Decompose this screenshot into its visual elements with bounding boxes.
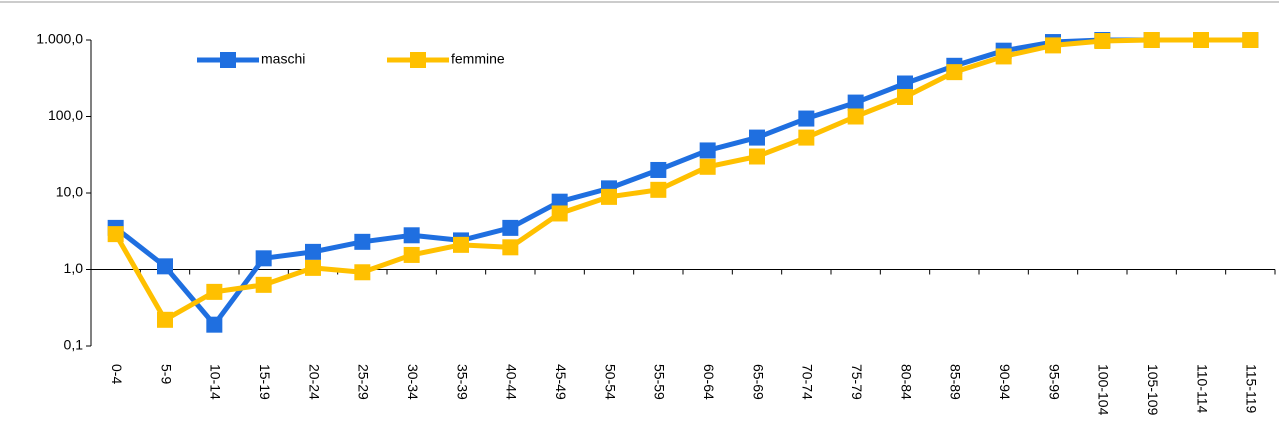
point [601, 188, 617, 205]
point [897, 88, 913, 105]
point [206, 316, 223, 333]
x-tick-label: 0-4 [109, 364, 125, 384]
point [107, 226, 124, 243]
point [206, 283, 223, 300]
x-tick-label: 95-99 [1046, 364, 1062, 400]
point [1094, 33, 1111, 50]
x-tick-label: 10-14 [208, 364, 224, 400]
x-tick-label: 30-34 [405, 364, 421, 400]
x-tick-label: 45-49 [553, 364, 569, 400]
x-tick-label: 110-114 [1194, 364, 1210, 414]
point [157, 311, 173, 328]
point [847, 108, 864, 125]
x-tick-label: 80-84 [898, 364, 914, 400]
y-tick-label: 1,0 [64, 260, 84, 276]
point [354, 233, 371, 250]
point [354, 264, 371, 281]
point [897, 75, 913, 92]
x-tick-label: 60-64 [701, 364, 717, 400]
x-tick-label: 50-54 [602, 364, 618, 400]
point [650, 181, 667, 198]
point [157, 258, 173, 275]
point [453, 236, 469, 253]
point [551, 205, 568, 222]
x-tick-label: 15-19 [257, 364, 273, 400]
point [847, 94, 864, 111]
point [502, 219, 519, 236]
y-tick-label: 0,1 [64, 337, 84, 353]
point [749, 129, 765, 146]
x-tick-label: 55-59 [652, 364, 668, 400]
point [255, 276, 272, 293]
x-tick-label: 70-74 [800, 364, 816, 400]
y-tick-label: 100,0 [48, 107, 83, 123]
point [1193, 32, 1209, 48]
point [1242, 32, 1259, 48]
legend-marker [410, 52, 426, 68]
x-tick-label: 20-24 [306, 364, 322, 400]
x-tick-label: 40-44 [504, 364, 520, 400]
point [798, 129, 815, 146]
point [305, 259, 321, 276]
x-tick-label: 105-109 [1145, 364, 1161, 416]
y-tick-label: 1.000,0 [36, 31, 83, 47]
point [699, 142, 716, 159]
x-tick-label: 35-39 [454, 364, 470, 400]
point [699, 158, 716, 175]
point [502, 239, 519, 256]
legend-marker [220, 52, 236, 68]
series-line [113, 37, 1251, 323]
point [749, 148, 765, 165]
legend-label: maschi [261, 51, 305, 67]
point [305, 243, 321, 260]
point [798, 110, 815, 127]
x-tick-label: 115-119 [1244, 364, 1260, 414]
point [1143, 32, 1160, 48]
x-tick-label: 90-94 [997, 364, 1013, 400]
point [1045, 37, 1061, 54]
x-tick-label: 65-69 [750, 364, 766, 400]
point [403, 227, 420, 244]
x-tick-label: 75-79 [849, 364, 865, 400]
point [946, 64, 963, 81]
point [255, 250, 272, 267]
series-line [114, 37, 1251, 328]
point [995, 48, 1012, 65]
x-tick-label: 5-9 [158, 364, 174, 384]
point [403, 246, 420, 263]
legend-label: femmine [451, 51, 505, 67]
y-tick-label: 10,0 [56, 184, 83, 200]
x-tick-label: 100-104 [1096, 364, 1112, 416]
x-tick-label: 25-29 [356, 364, 372, 400]
point [650, 161, 667, 178]
x-tick-label: 85-89 [948, 364, 964, 400]
